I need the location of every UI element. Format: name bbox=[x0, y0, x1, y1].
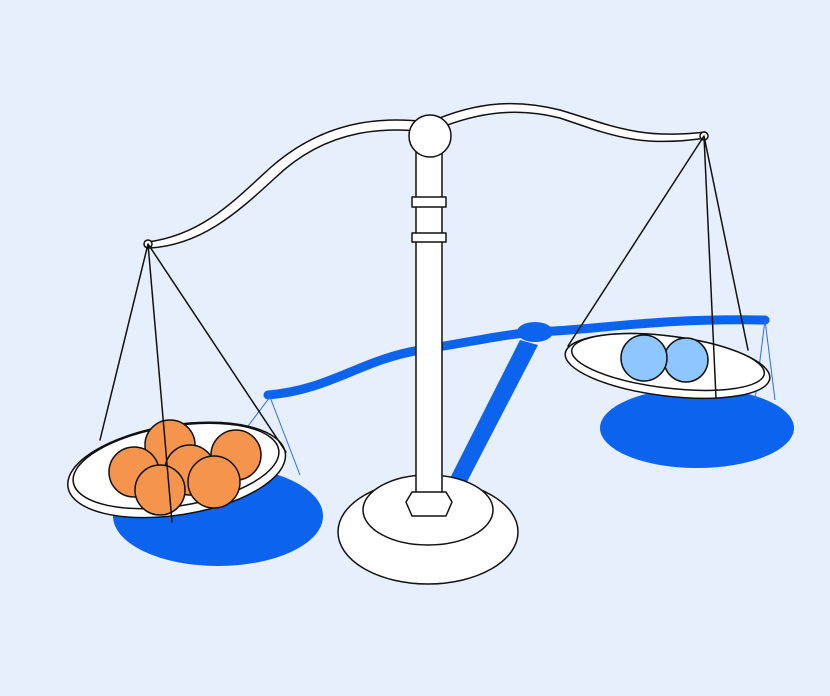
pillar-shadow bbox=[440, 340, 538, 505]
pivot-ball bbox=[408, 114, 452, 158]
left-strings bbox=[99, 243, 287, 523]
orange bbox=[187, 455, 241, 509]
blue-ball bbox=[663, 337, 709, 383]
oranges bbox=[108, 419, 262, 516]
blue-balls bbox=[620, 334, 709, 383]
beam-shadow-tip bbox=[267, 317, 766, 399]
orange bbox=[134, 464, 186, 516]
ball-shadow bbox=[517, 322, 553, 342]
right-strings bbox=[567, 135, 749, 399]
string-shadows bbox=[244, 319, 776, 476]
beam-shadow bbox=[263, 315, 770, 400]
pillar-collar bbox=[411, 196, 447, 208]
right-pan-shadow bbox=[600, 388, 794, 468]
pillar-foot bbox=[405, 491, 453, 517]
blue-ball bbox=[620, 334, 668, 382]
pillar-collar bbox=[411, 232, 447, 243]
